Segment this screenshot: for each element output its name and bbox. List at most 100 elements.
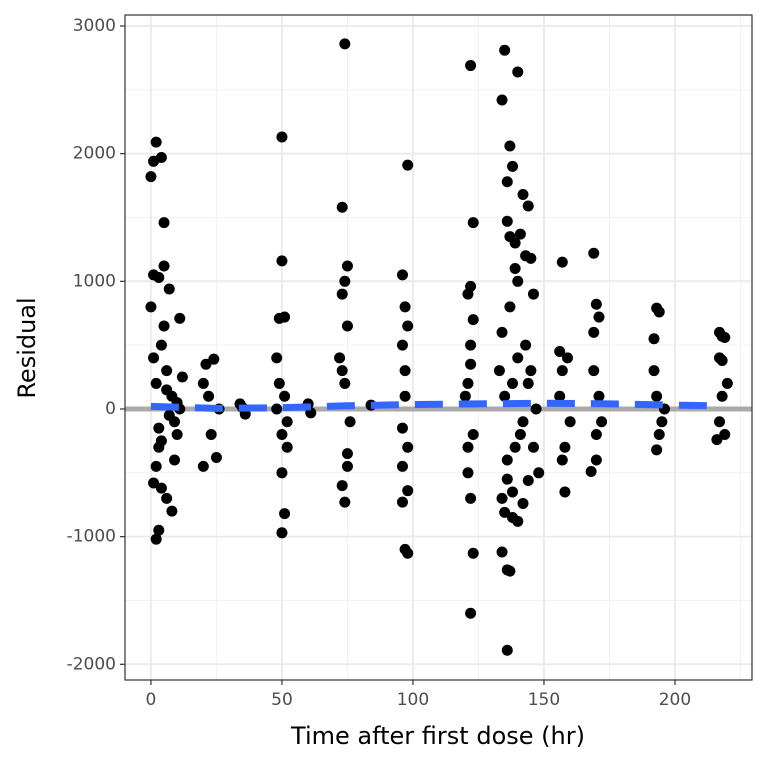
y-tick-label: -1000 [67,527,116,547]
point [504,140,516,152]
point [467,314,479,326]
point [155,435,167,447]
point [514,228,526,240]
point [163,283,175,295]
point [590,298,602,310]
panel [125,15,752,680]
point [402,485,414,497]
point [276,527,288,539]
point [501,644,513,656]
point [153,422,165,434]
point [153,271,165,283]
point [522,377,534,389]
point [161,365,173,377]
point [507,160,519,172]
point [648,333,660,345]
point [339,377,351,389]
point [402,441,414,453]
point [402,320,414,332]
point [512,352,524,364]
point [559,441,571,453]
point [711,434,723,446]
point [648,365,660,377]
point [402,159,414,171]
y-axis-title: Residual [13,297,41,398]
point [719,331,731,343]
y-tick-label: -2000 [67,654,116,674]
point [465,607,477,619]
point [554,346,566,358]
point [590,429,602,441]
point [496,492,508,504]
point [396,339,408,351]
point [467,547,479,559]
point [210,451,222,463]
point [501,454,513,466]
point [174,312,186,324]
point [399,365,411,377]
point [512,66,524,78]
point [169,454,181,466]
point [556,256,568,268]
point [279,390,291,402]
point [462,377,474,389]
point [522,474,534,486]
point [336,480,348,492]
point [507,377,519,389]
point [161,384,173,396]
point [517,497,529,509]
point [281,441,293,453]
point [200,358,212,370]
point [396,269,408,281]
point [276,467,288,479]
point [501,215,513,227]
point [462,288,474,300]
point [465,339,477,351]
point [514,429,526,441]
point [496,546,508,558]
point [564,416,576,428]
point [651,444,663,456]
point [525,252,537,264]
x-tick-label: 200 [659,690,691,710]
point [150,533,162,545]
point [499,506,511,518]
point [714,416,726,428]
point [462,441,474,453]
point [562,352,574,364]
point [533,467,545,479]
point [205,429,217,441]
point [509,237,521,249]
point [509,441,521,453]
point [203,390,215,402]
point [588,326,600,338]
point [273,312,285,324]
point [148,477,160,489]
point [341,460,353,472]
point [145,171,157,183]
point [656,416,668,428]
point [145,301,157,313]
point [522,200,534,212]
point [462,467,474,479]
point [465,492,477,504]
point [281,416,293,428]
point [501,176,513,188]
point [166,505,178,517]
point [402,547,414,559]
point [716,354,728,366]
point [653,429,665,441]
x-tick-label: 150 [528,690,560,710]
trend-line [150,399,715,412]
point [158,217,170,229]
point [512,515,524,527]
point [155,151,167,163]
point [719,429,731,441]
y-tick-label: 0 [105,399,116,419]
point [396,460,408,472]
point [339,496,351,508]
x-axis-title: Time after first dose (hr) [290,722,585,750]
point [276,255,288,267]
point [499,390,511,402]
point [155,482,167,494]
